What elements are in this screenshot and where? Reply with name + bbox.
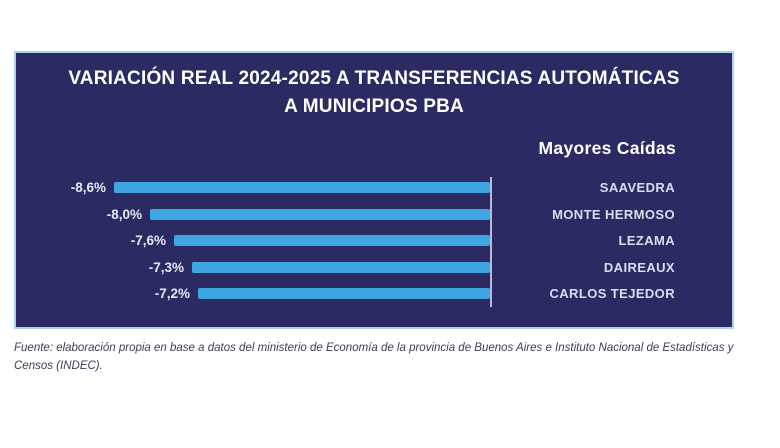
bar <box>198 288 490 299</box>
chart-title-line1: VARIACIÓN REAL 2024-2025 A TRANSFERENCIA… <box>68 68 680 89</box>
bar-value-label: -8,6% <box>70 180 106 195</box>
bar <box>192 262 490 273</box>
category-label: CARLOS TEJEDOR <box>549 286 675 301</box>
chart-title: VARIACIÓN REAL 2024-2025 A TRANSFERENCIA… <box>24 65 724 120</box>
chart-card: VARIACIÓN REAL 2024-2025 A TRANSFERENCIA… <box>14 51 734 329</box>
legend-title: Mayores Caídas <box>538 138 676 158</box>
source-note: Fuente: elaboración propia en base a dat… <box>14 342 734 372</box>
category-label: MONTE HERMOSO <box>552 207 675 222</box>
category-label: DAIREAUX <box>603 260 675 275</box>
bar <box>114 182 490 193</box>
category-label: SAAVEDRA <box>599 180 675 195</box>
bar <box>150 209 490 220</box>
bar-chart: -8,6% SAAVEDRA -8,0% MONTE HERMOSO -7,6% LEZA… <box>16 53 732 327</box>
category-label: LEZAMA <box>618 233 675 248</box>
chart-title-line2: A MUNICIPIOS PBA <box>284 95 464 117</box>
bar-value-label: -8,0% <box>106 207 142 222</box>
bar-value-label: -7,6% <box>130 233 166 248</box>
bar-value-label: -7,2% <box>154 286 190 301</box>
bar <box>174 235 490 246</box>
bar-value-label: -7,3% <box>148 260 184 275</box>
axis-baseline <box>490 177 492 307</box>
